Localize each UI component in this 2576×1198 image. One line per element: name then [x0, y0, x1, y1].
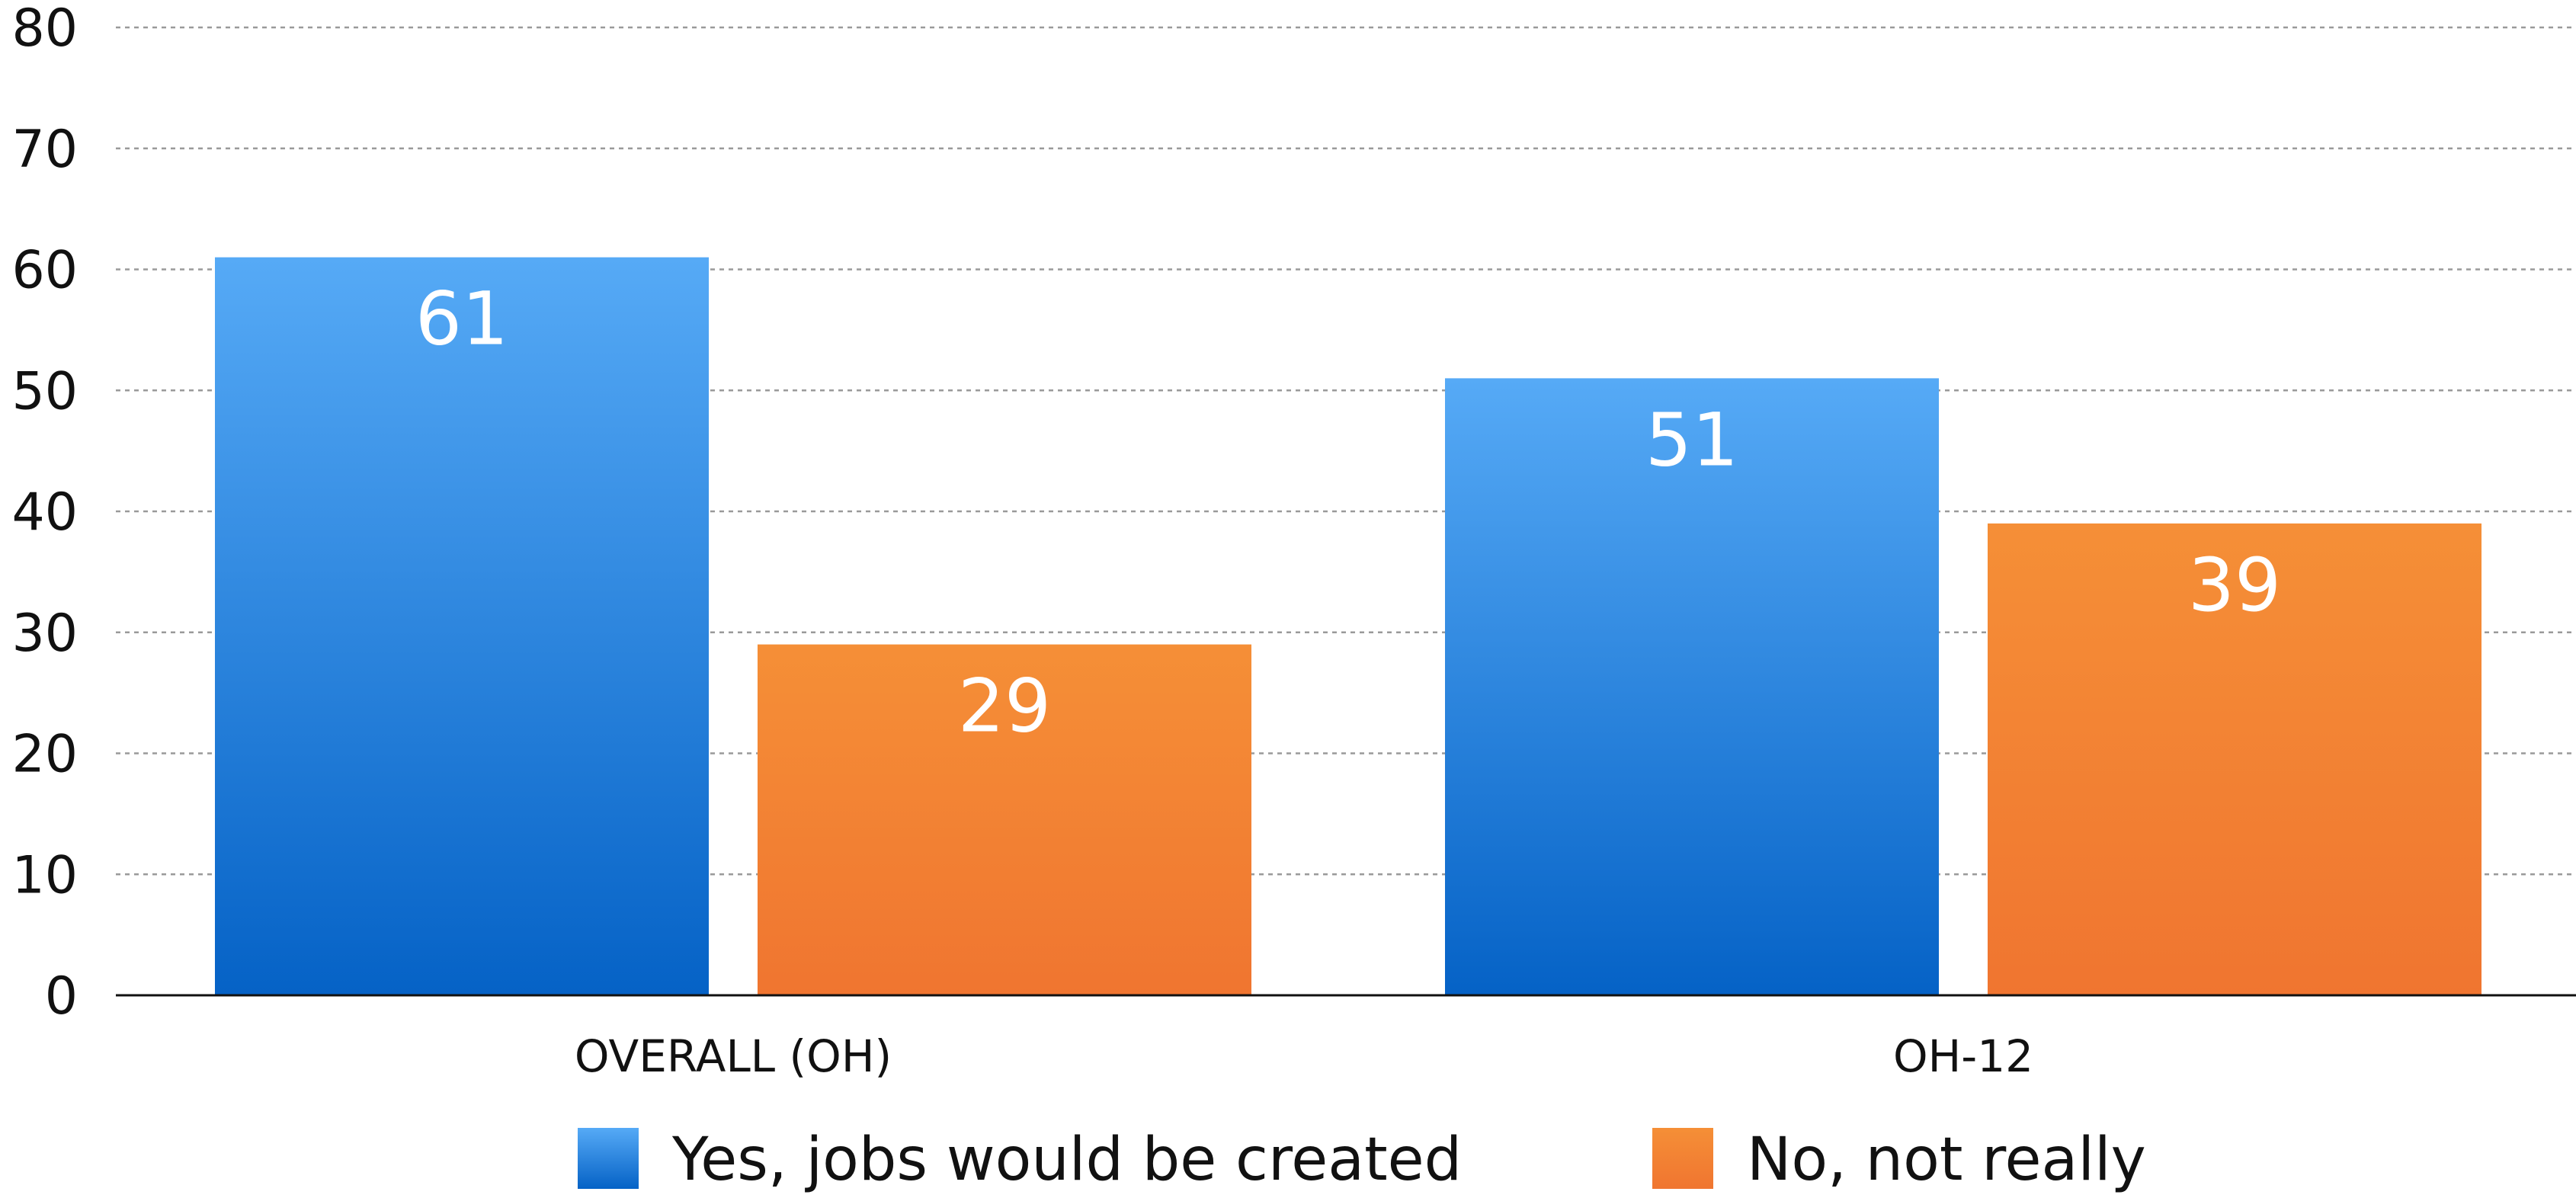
y-tick-label: 40: [11, 482, 78, 543]
bar-no-oh12: [1988, 523, 2481, 995]
y-tick-label: 20: [11, 725, 78, 785]
data-label: 29: [958, 664, 1051, 749]
legend-swatch: [1652, 1128, 1713, 1189]
legend-swatch: [578, 1128, 639, 1189]
x-category-label: OVERALL (OH): [575, 1030, 892, 1082]
data-label: 39: [2188, 543, 2281, 628]
y-tick-label: 50: [11, 361, 78, 421]
legend-item-yes: Yes, jobs would be created: [578, 1126, 1462, 1194]
legend-item-no: No, not really: [1652, 1126, 2146, 1194]
y-tick-label: 30: [11, 604, 78, 664]
category-labels: OVERALL (OH) OH-12: [575, 1030, 2033, 1082]
bars: [215, 257, 2481, 995]
data-label: 61: [415, 277, 508, 362]
data-label: 51: [1645, 397, 1738, 482]
legend: Yes, jobs would be created No, not really: [578, 1126, 2146, 1194]
y-tick-label: 80: [11, 0, 78, 59]
y-axis-ticks: 0 10 20 30 40 50 60 70 80: [11, 0, 78, 1027]
y-tick-label: 10: [11, 845, 78, 905]
bar-no-overall: [758, 644, 1251, 995]
legend-label: Yes, jobs would be created: [671, 1126, 1462, 1194]
legend-label: No, not really: [1747, 1126, 2146, 1194]
y-tick-label: 70: [11, 120, 78, 180]
data-labels: 61 29 51 39: [415, 277, 2281, 749]
bar-yes-oh12: [1445, 378, 1939, 995]
bar-yes-overall: [215, 257, 709, 995]
y-tick-label: 0: [45, 966, 78, 1027]
x-category-label: OH-12: [1893, 1030, 2033, 1082]
y-tick-label: 60: [11, 241, 78, 301]
